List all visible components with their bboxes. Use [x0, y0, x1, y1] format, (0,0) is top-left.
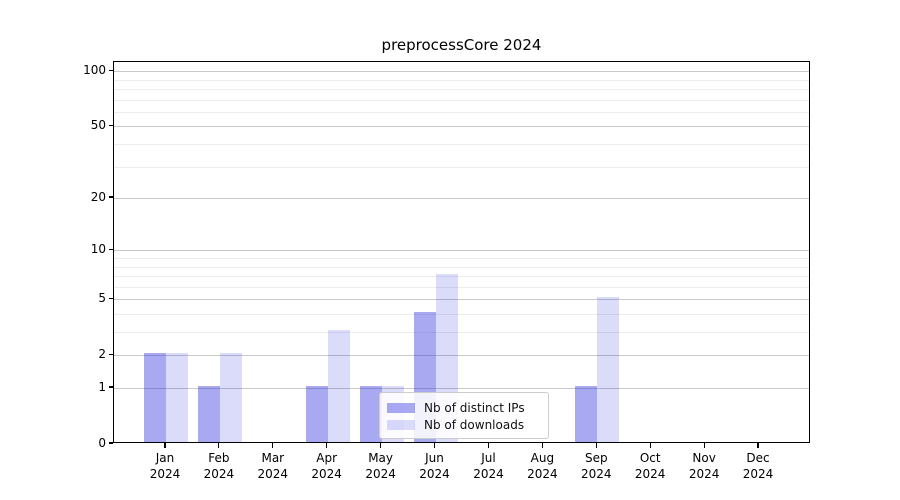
legend-label-downloads: Nb of downloads	[424, 417, 525, 432]
y-gridline-minor	[114, 332, 809, 333]
y-gridline-minor	[114, 111, 809, 113]
y-tick-label: 2	[98, 347, 106, 362]
y-gridline-minor	[114, 99, 809, 101]
y-tick-mark	[108, 353, 113, 355]
bar-distinct-ips	[575, 386, 598, 442]
x-tick-mark	[649, 443, 651, 448]
y-tick-label: 5	[98, 291, 106, 306]
y-tick-mark	[108, 386, 113, 388]
bar-downloads	[597, 297, 620, 442]
y-gridline-minor	[114, 143, 809, 145]
legend-label-distinct-ips: Nb of distinct IPs	[424, 400, 525, 415]
y-gridline-major	[114, 198, 809, 199]
bar-downloads	[166, 353, 188, 442]
y-gridline-minor	[114, 79, 809, 81]
legend-item-downloads: Nb of downloads	[387, 416, 548, 433]
y-tick-mark	[108, 248, 113, 250]
x-tick-mark	[595, 443, 597, 448]
legend-swatch-downloads	[387, 419, 415, 430]
bars-layer	[114, 62, 809, 442]
x-tick-label: Sep 2024	[581, 451, 612, 481]
y-gridline-minor	[114, 257, 809, 259]
x-tick-label: Oct 2024	[634, 451, 666, 481]
plot-area: Nb of distinct IPs Nb of downloads	[113, 61, 810, 443]
x-tick-label: Dec 2024	[742, 451, 774, 481]
y-gridline-minor	[114, 276, 809, 277]
legend-swatch-distinct-ips	[387, 402, 415, 413]
grid-layer	[114, 62, 809, 442]
x-tick-label: Mar 2024	[257, 451, 289, 481]
x-tick-mark	[218, 443, 220, 448]
bar-downloads	[327, 330, 350, 442]
y-tick-label: 1	[98, 380, 106, 394]
bar-distinct-ips	[305, 386, 328, 442]
x-tick-mark	[380, 443, 382, 448]
y-gridline-minor	[114, 166, 809, 168]
y-tick-label: 100	[83, 63, 106, 78]
x-tick-label: Aug 2024	[527, 451, 558, 481]
y-tick-mark	[108, 196, 113, 198]
x-tick-label: Nov 2024	[688, 451, 720, 481]
y-tick-mark	[108, 69, 113, 71]
y-gridline-major	[114, 71, 809, 73]
legend-item-distinct-ips: Nb of distinct IPs	[387, 399, 548, 416]
x-tick-label: Feb 2024	[203, 451, 235, 481]
y-tick-mark	[108, 297, 113, 299]
y-gridline-minor	[114, 286, 809, 288]
y-gridline-minor	[114, 266, 809, 268]
y-gridline-major	[114, 126, 809, 128]
y-gridline-minor	[114, 313, 809, 315]
x-tick-mark	[433, 443, 436, 448]
x-tick-label: Jun 2024	[419, 451, 450, 481]
bar-distinct-ips	[359, 386, 382, 442]
y-tick-mark	[108, 442, 113, 444]
x-tick-mark	[541, 443, 543, 448]
y-gridline-major	[114, 388, 809, 389]
x-tick-mark	[164, 443, 166, 448]
y-gridline-major	[114, 299, 809, 301]
y-tick-mark	[108, 124, 113, 126]
y-tick-label: 20	[90, 190, 106, 204]
y-gridline-major	[114, 250, 809, 252]
x-tick-label: Apr 2024	[311, 451, 342, 481]
legend: Nb of distinct IPs Nb of downloads	[379, 392, 549, 439]
x-tick-label: Jul 2024	[473, 451, 504, 481]
bar-downloads	[219, 353, 242, 442]
y-tick-label: 50	[90, 118, 106, 133]
chart-title: preprocessCore 2024	[381, 36, 542, 54]
y-tick-label: 0	[98, 436, 106, 450]
y-gridline-minor	[114, 88, 809, 90]
x-tick-mark	[326, 443, 328, 448]
y-tick-label: 10	[90, 242, 106, 257]
x-tick-mark	[272, 443, 274, 448]
x-tick-label: Jan 2024	[149, 451, 181, 481]
x-tick-mark	[703, 443, 705, 448]
x-tick-mark	[757, 443, 759, 448]
bar-distinct-ips	[197, 386, 220, 442]
y-gridline-major	[114, 355, 809, 357]
x-tick-label: May 2024	[365, 451, 396, 481]
x-tick-mark	[487, 443, 490, 448]
bar-distinct-ips	[144, 353, 166, 442]
